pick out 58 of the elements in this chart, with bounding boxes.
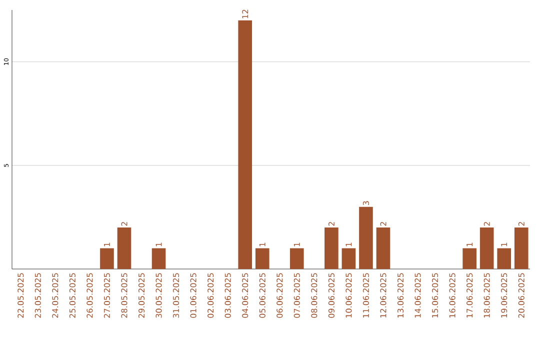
x-tick-label: 01.06.2025 <box>190 273 196 318</box>
x-tick-label: 27.05.2025 <box>104 273 110 318</box>
x-tick-label: 12.06.2025 <box>380 273 386 318</box>
data-label: 2 <box>328 222 334 226</box>
x-tick-label: 08.06.2025 <box>311 273 318 318</box>
x-tick-label: 25.05.2025 <box>69 273 76 318</box>
bar <box>117 228 132 269</box>
x-tick-label: 17.06.2025 <box>466 273 473 318</box>
x-tick-label: 16.06.2025 <box>449 273 456 318</box>
data-label: 1 <box>466 242 472 246</box>
data-label: 1 <box>294 242 300 246</box>
bar <box>462 248 476 269</box>
x-tick-label: 02.06.2025 <box>208 273 214 318</box>
bar <box>514 228 528 269</box>
data-label: 2 <box>121 222 128 226</box>
x-tick-label: 10.06.2025 <box>346 273 352 318</box>
bar <box>324 228 338 269</box>
data-label: 1 <box>501 242 508 246</box>
bar <box>359 206 373 269</box>
data-label: 1 <box>259 242 266 246</box>
data-label: 1 <box>156 242 162 246</box>
data-label: 2 <box>484 222 490 226</box>
data-label: 12 <box>242 10 248 18</box>
x-tick-label: 19.06.2025 <box>501 273 508 318</box>
x-tick-label: 13.06.2025 <box>397 273 404 318</box>
bar <box>376 228 390 269</box>
x-tick-label: 30.05.2025 <box>156 273 162 318</box>
x-tick-label: 28.05.2025 <box>121 273 128 318</box>
x-tick-label: 07.06.2025 <box>294 273 300 318</box>
x-tick-label: 23.05.2025 <box>34 273 41 318</box>
bar <box>497 248 512 269</box>
x-tick-label: 22.05.2025 <box>18 273 24 318</box>
bar <box>238 20 252 269</box>
x-tick-label: 24.05.2025 <box>52 273 58 318</box>
x-tick-label: 04.06.2025 <box>242 273 248 318</box>
x-tick-label: 29.05.2025 <box>138 273 145 318</box>
x-tick-label: 20.06.2025 <box>518 273 524 318</box>
bar <box>100 248 114 269</box>
data-label: 1 <box>104 242 110 246</box>
bar <box>342 248 356 269</box>
x-tick-label: 09.06.2025 <box>328 273 334 318</box>
bar <box>152 248 166 269</box>
data-label: 2 <box>380 222 386 226</box>
x-tick-label: 26.05.2025 <box>86 273 93 318</box>
x-tick-label: 05.06.2025 <box>259 273 266 318</box>
bar <box>480 228 494 269</box>
bar <box>255 248 270 269</box>
data-label: 3 <box>362 201 369 206</box>
x-tick-label: 14.06.2025 <box>414 273 421 318</box>
bar <box>290 248 304 269</box>
x-tick-label: 18.06.2025 <box>484 273 490 318</box>
x-tick-label: 11.06.2025 <box>362 273 369 318</box>
x-tick-label: 15.06.2025 <box>432 273 438 318</box>
x-tick-label: 31.05.2025 <box>173 273 180 318</box>
data-label: 1 <box>346 242 352 246</box>
x-tick-label: 03.06.2025 <box>224 273 231 318</box>
data-label: 2 <box>518 222 524 226</box>
x-tick-label: 06.06.2025 <box>276 273 283 318</box>
